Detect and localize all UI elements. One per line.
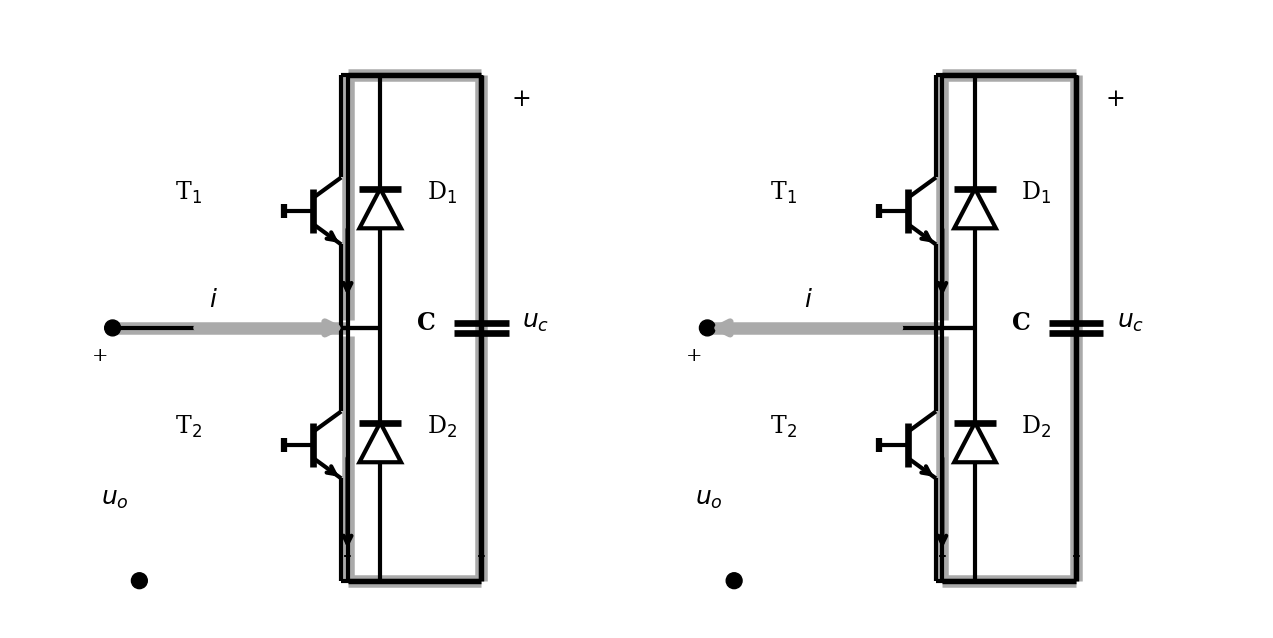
Text: +: + (92, 346, 108, 365)
Text: T$_1$: T$_1$ (770, 180, 797, 206)
Text: T$_1$: T$_1$ (176, 180, 202, 206)
Text: $u_c$: $u_c$ (1116, 311, 1144, 334)
Text: -: - (477, 544, 486, 568)
Text: T$_2$: T$_2$ (770, 414, 797, 440)
Text: D$_1$: D$_1$ (426, 180, 457, 206)
Text: $u_c$: $u_c$ (522, 311, 550, 334)
Circle shape (699, 320, 715, 336)
Text: D$_2$: D$_2$ (426, 414, 457, 440)
Text: -: - (344, 544, 351, 568)
Text: +: + (686, 346, 703, 365)
Text: T$_2$: T$_2$ (176, 414, 202, 440)
Circle shape (726, 573, 742, 589)
Text: -: - (1072, 544, 1081, 568)
Circle shape (104, 320, 121, 336)
Text: +: + (1106, 89, 1125, 112)
Text: $i$: $i$ (209, 288, 218, 312)
Text: +: + (512, 89, 531, 112)
Text: C: C (1012, 311, 1031, 335)
Text: -: - (938, 544, 947, 568)
Text: C: C (418, 311, 437, 335)
Text: D$_2$: D$_2$ (1021, 414, 1051, 440)
Circle shape (131, 573, 148, 589)
Text: $u_o$: $u_o$ (695, 488, 723, 511)
Text: $u_o$: $u_o$ (101, 488, 129, 511)
Text: D$_1$: D$_1$ (1021, 180, 1051, 206)
Text: $i$: $i$ (805, 288, 813, 312)
